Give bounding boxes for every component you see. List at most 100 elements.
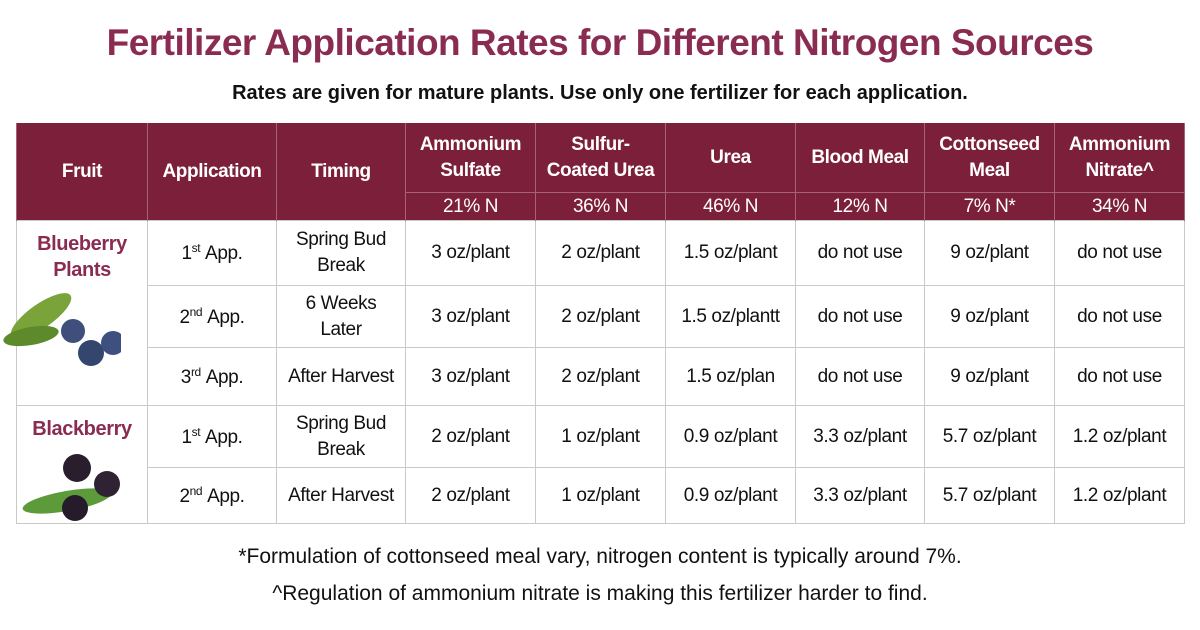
header-line: Application [162,160,262,182]
application-cell: 1st App. [147,405,277,468]
nitrogen-content: 46% N [665,192,796,221]
timing-cell: After Harvest [276,347,406,406]
rate-cell: 3 oz/plant [405,220,536,286]
header-line: Fruit [61,160,103,182]
application-suffix: st [191,424,201,439]
application-label: App. [207,306,245,328]
application-label: App. [207,485,245,507]
rate-cell: 9 oz/plant [924,220,1055,286]
rate-cell: 3.3 oz/plant [795,467,925,524]
header-line: Meal [969,159,1010,181]
fruit-cell: Blueberry Plants [3,220,148,406]
table-row: 2nd App. After Harvest 2 oz/plant 1 oz/plan… [17,467,1185,524]
rate-cell: do not use [795,347,925,406]
column-header: Ammonium Nitrate^ [1054,123,1185,193]
table-row: Blueberry Plants 1st App. Spring Bud Break 3 … [3,220,1185,406]
blackberry-image [22,454,120,521]
rate-cell: 1.5 oz/plantt [665,285,796,348]
column-header: Sulfur- Coated Urea [535,123,666,193]
application-cell: 2nd App. [147,285,277,348]
timing-line: Later [320,318,362,340]
timing-line: Spring Bud [295,229,386,250]
blueberry-image [3,293,121,366]
application-label: App. [205,366,244,388]
fruit-cell: Blackberry [16,405,148,524]
column-header: Timing [276,123,406,221]
nitrogen-content: 34% N [1054,192,1185,221]
timing-cell: Spring Bud Break [276,220,406,286]
timing-cell: After Harvest [276,467,406,524]
application-suffix: nd [189,304,203,319]
application-number: 3 [180,366,192,388]
subtitle: Rates are given for mature plants. Use o… [232,82,968,104]
timing-line: 6 Weeks [305,292,377,314]
application-label: App. [205,243,243,264]
rate-cell: 1.5 oz/plan [665,347,796,406]
rate-cell: 0.9 oz/plant [665,467,796,524]
rate-cell: 2 oz/plant [405,467,536,524]
rate-cell: do not use [795,220,925,286]
timing-cell: Spring Bud Break [276,405,406,468]
application-cell: 3rd App. [147,347,277,406]
nitrogen-content: 12% N [795,192,925,221]
fruit-name: Blueberry [37,233,127,255]
column-header: Urea [665,123,796,193]
footnote: *Formulation of cottonseed meal vary, ni… [238,545,962,568]
column-header: Cottonseed Meal [924,123,1055,193]
application-suffix: st [191,241,201,255]
header-line: Timing [311,160,371,182]
title: Fertilizer Application Rates for Differe… [106,22,1094,63]
rate-cell: 3.3 oz/plant [795,405,925,468]
application-number: 1 [181,243,192,264]
header-line: Ammonium [419,133,522,155]
rate-cell: 2 oz/plant [535,347,666,406]
timing-line: Break [317,255,365,276]
table-row: 2nd App. 6 Weeks Later 3 oz/plant 2 oz/plant… [17,285,1185,348]
header-line: Coated Urea [546,159,655,181]
timing-line: After Harvest [288,365,394,387]
table-row: 3rd App. After Harvest 3 oz/plant 2 oz/plan… [17,347,1185,406]
application-cell: 1st App. [147,220,277,286]
column-header: Application [147,123,277,221]
header-line: Sulfur- [571,133,630,155]
application-suffix: rd [190,364,201,379]
rate-cell: do not use [795,285,925,348]
timing-cell: 6 Weeks Later [276,285,406,348]
table-row: Blackberry 1st App. Spring Bud Break 2 oz/pl… [16,405,1185,524]
application-number: 2 [179,485,190,507]
nitrogen-content: 21% N [405,192,536,221]
application-suffix: nd [189,483,203,498]
rate-cell: do not use [1054,220,1185,286]
nitrogen-content: 36% N [535,192,666,221]
header-row: 21% N 36% N 46% N 12% N 7% N* 34% N [17,192,1185,221]
application-number: 1 [181,426,192,448]
rate-cell: 1 oz/plant [535,467,666,524]
rate-cell: 3 oz/plant [405,285,536,348]
rate-cell: 1.2 oz/plant [1054,405,1185,468]
application-cell: 2nd App. [147,467,277,524]
rate-cell: 1.2 oz/plant [1054,467,1185,524]
header-line: Cottonseed [939,133,1040,155]
column-header: Ammonium Sulfate [405,123,536,193]
rate-cell: 2 oz/plant [405,405,536,468]
column-header: Fruit [16,123,148,221]
rate-cell: 2 oz/plant [535,220,666,286]
timing-line: After Harvest [288,484,394,506]
header-line: Blood Meal [811,146,909,168]
header-line: Nitrate^ [1085,159,1154,181]
timing-line: Spring Bud [295,412,386,434]
rate-cell: 5.7 oz/plant [924,467,1055,524]
fruit-name: Blackberry [32,418,132,440]
rate-cell: 2 oz/plant [535,285,666,348]
column-header: Blood Meal [795,123,925,193]
nitrogen-content: 7% N* [924,192,1055,221]
footnote: ^Regulation of ammonium nitrate is makin… [272,582,928,605]
rate-cell: do not use [1054,285,1185,348]
rate-cell: 1.5 oz/plant [665,220,796,286]
rate-cell: 5.7 oz/plant [924,405,1055,468]
header-line: Ammonium [1068,133,1171,155]
fruit-name: Plants [53,259,111,281]
rate-cell: 9 oz/plant [924,285,1055,348]
rate-cell: 1 oz/plant [535,405,666,468]
